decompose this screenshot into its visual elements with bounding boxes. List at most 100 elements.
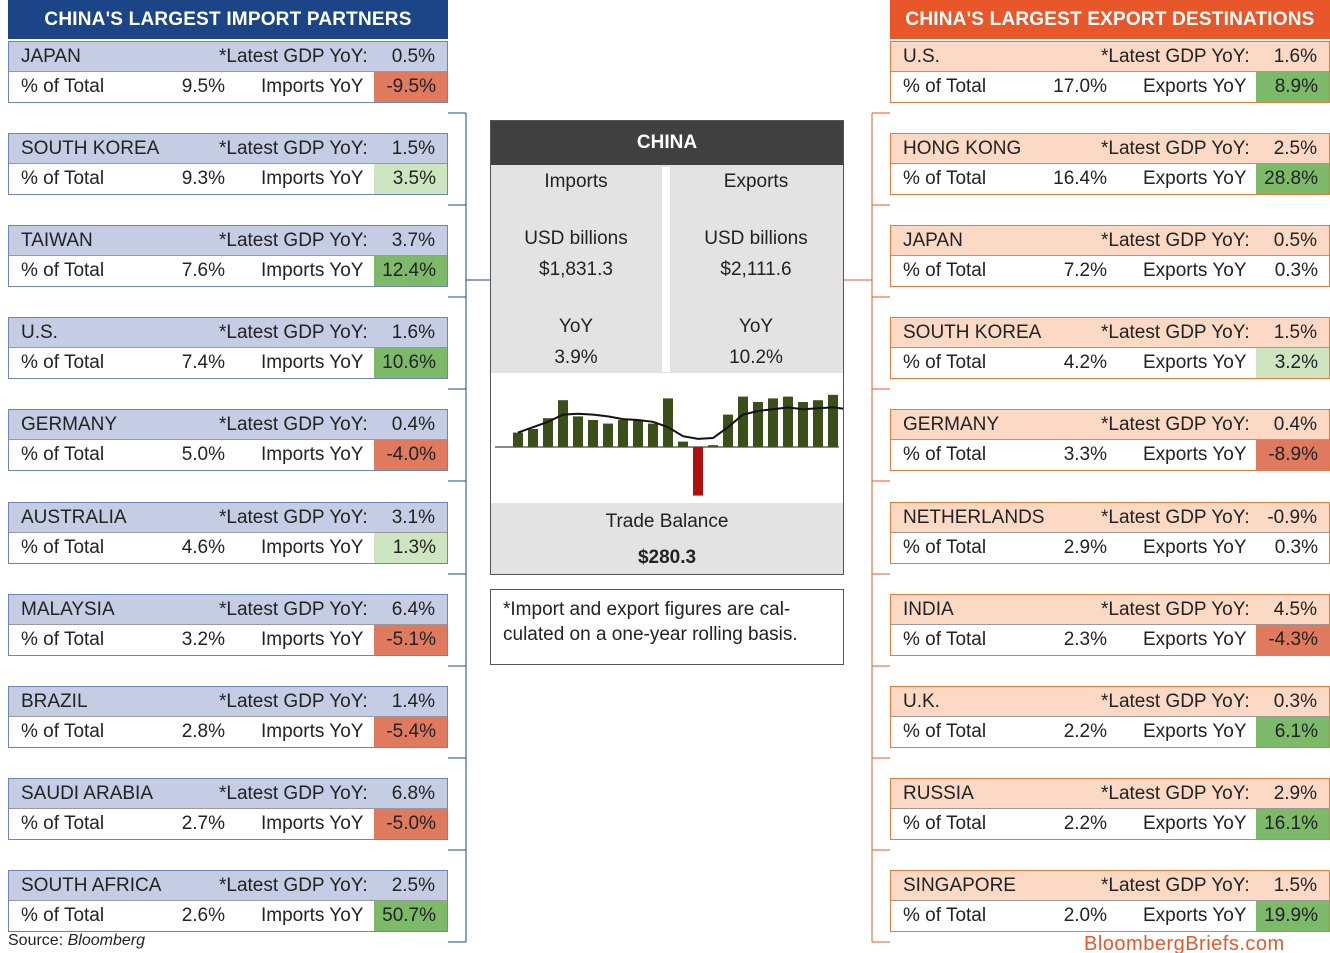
country-name: JAPAN (21, 45, 81, 67)
chart-bar (798, 402, 808, 447)
gdp-label: *Latest GDP YoY: (1101, 506, 1250, 528)
imports-yoy-value: 3.9% (554, 347, 598, 368)
pct-total-label: % of Total (903, 168, 987, 189)
pct-total-value: 2.2% (1063, 813, 1107, 834)
pct-total-label: % of Total (21, 629, 105, 650)
country-name: U.K. (903, 690, 940, 712)
chart-trend-line (517, 406, 864, 440)
gdp-value: 0.5% (391, 45, 435, 67)
pct-total-value: 2.7% (181, 813, 225, 834)
chart-bar (828, 394, 838, 447)
yoy-value: -8.9% (1256, 440, 1329, 470)
pct-total-value: 16.4% (1053, 168, 1107, 189)
country-card: U.K. *Latest GDP YoY: 0.3% % of Total 2.2% Ex… (890, 686, 1330, 748)
pct-total-value: 9.3% (181, 168, 225, 189)
gdp-value: 1.5% (391, 137, 435, 159)
gdp-value: -0.9% (1267, 506, 1317, 528)
gdp-label: *Latest GDP YoY: (1101, 874, 1250, 896)
gdp-label: *Latest GDP YoY: (1101, 598, 1250, 620)
chart-bar (618, 420, 628, 447)
chart-bar (513, 432, 523, 447)
share-yoy-row: % of Total 4.2% Exports YoY 3.2% (891, 348, 1329, 378)
yoy-value: -5.4% (374, 717, 447, 747)
pct-total-label: % of Total (21, 76, 105, 97)
gdp-label: *Latest GDP YoY: (219, 229, 368, 251)
share-yoy-row: % of Total 2.3% Exports YoY -4.3% (891, 625, 1329, 655)
yoy-label: Imports YoY (261, 721, 364, 742)
pct-total-label: % of Total (21, 813, 105, 834)
pct-total-label: % of Total (21, 537, 105, 558)
country-gdp-row: GERMANY *Latest GDP YoY: 0.4% (891, 410, 1329, 440)
country-name: AUSTRALIA (21, 506, 127, 528)
yoy-label: Exports YoY (1143, 260, 1247, 281)
country-card: GERMANY *Latest GDP YoY: 0.4% % of Total 3.3… (890, 409, 1330, 471)
source-label: Source: (8, 932, 64, 949)
yoy-value: -4.3% (1256, 625, 1329, 655)
share-yoy-row: % of Total 9.5% Imports YoY -9.5% (9, 72, 447, 102)
yoy-value: 0.3% (1256, 256, 1329, 286)
yoy-value: 12.4% (374, 256, 447, 286)
country-gdp-row: BRAZIL *Latest GDP YoY: 1.4% (9, 687, 447, 717)
country-card: HONG KONG *Latest GDP YoY: 2.5% % of Total 1… (890, 133, 1330, 195)
country-gdp-row: AUSTRALIA *Latest GDP YoY: 3.1% (9, 503, 447, 533)
gdp-label: *Latest GDP YoY: (1101, 690, 1250, 712)
country-card: SOUTH KOREA *Latest GDP YoY: 1.5% % of Tota… (8, 133, 448, 195)
yoy-label: Imports YoY (261, 813, 364, 834)
gdp-label: *Latest GDP YoY: (1101, 782, 1250, 804)
yoy-label: Imports YoY (261, 629, 364, 650)
pct-total-value: 2.6% (181, 905, 225, 926)
trade-balance-value: $280.3 (637, 547, 697, 568)
export-destinations-panel: CHINA'S LARGEST EXPORT DESTINATIONS U.S.… (890, 0, 1330, 932)
gdp-label: *Latest GDP YoY: (1101, 321, 1250, 343)
chart-bar (753, 402, 763, 447)
yoy-value: -4.0% (374, 440, 447, 470)
pct-total-value: 5.0% (181, 444, 225, 465)
yoy-label: Exports YoY (1143, 905, 1247, 926)
yoy-label: Imports YoY (261, 260, 364, 281)
country-card: GERMANY *Latest GDP YoY: 0.4% % of Total 5.0… (8, 409, 448, 471)
share-yoy-row: % of Total 2.2% Exports YoY 6.1% (891, 717, 1329, 747)
gdp-value: 4.5% (1273, 598, 1317, 620)
chart-bar (558, 400, 568, 447)
gdp-value: 2.5% (391, 874, 435, 896)
china-title: CHINA (491, 121, 843, 165)
yoy-value: 3.2% (1256, 348, 1329, 378)
chart-bar (693, 447, 703, 496)
yoy-label: Exports YoY (1143, 168, 1247, 189)
share-yoy-row: % of Total 7.2% Exports YoY 0.3% (891, 256, 1329, 286)
country-name: GERMANY (21, 413, 118, 435)
country-gdp-row: SAUDI ARABIA *Latest GDP YoY: 6.8% (9, 779, 447, 809)
yoy-label: Imports YoY (261, 537, 364, 558)
gdp-value: 6.4% (391, 598, 435, 620)
pct-total-label: % of Total (21, 260, 105, 281)
gdp-label: *Latest GDP YoY: (219, 782, 368, 804)
stats-divider (662, 167, 670, 372)
gdp-label: *Latest GDP YoY: (1101, 137, 1250, 159)
yoy-label: Imports YoY (261, 905, 364, 926)
pct-total-value: 2.3% (1063, 629, 1107, 650)
share-yoy-row: % of Total 9.3% Imports YoY 3.5% (9, 164, 447, 194)
pct-total-label: % of Total (21, 721, 105, 742)
country-card: SINGAPORE *Latest GDP YoY: 1.5% % of Total 2… (890, 870, 1330, 932)
country-card: JAPAN *Latest GDP YoY: 0.5% % of Total 7.2% E… (890, 225, 1330, 287)
chart-bar (648, 423, 658, 447)
yoy-label: Exports YoY (1143, 721, 1247, 742)
chart-bar (783, 396, 793, 447)
chart-bar (813, 400, 823, 447)
yoy-label: Exports YoY (1143, 813, 1247, 834)
export-panel-title: CHINA'S LARGEST EXPORT DESTINATIONS (890, 0, 1330, 39)
country-name: U.S. (21, 321, 58, 343)
chart-bar (633, 420, 643, 447)
country-name: INDIA (903, 598, 954, 620)
pct-total-value: 7.6% (181, 260, 225, 281)
brand-link[interactable]: BloombergBriefs.com (1084, 933, 1285, 953)
yoy-value: 6.1% (1256, 717, 1329, 747)
share-yoy-row: % of Total 2.6% Imports YoY 50.7% (9, 901, 447, 931)
exports-label: Exports (723, 171, 789, 192)
gdp-label: *Latest GDP YoY: (219, 45, 368, 67)
pct-total-label: % of Total (21, 444, 105, 465)
pct-total-label: % of Total (903, 537, 987, 558)
chart-bar (678, 441, 688, 447)
gdp-label: *Latest GDP YoY: (219, 598, 368, 620)
gdp-value: 3.7% (391, 229, 435, 251)
